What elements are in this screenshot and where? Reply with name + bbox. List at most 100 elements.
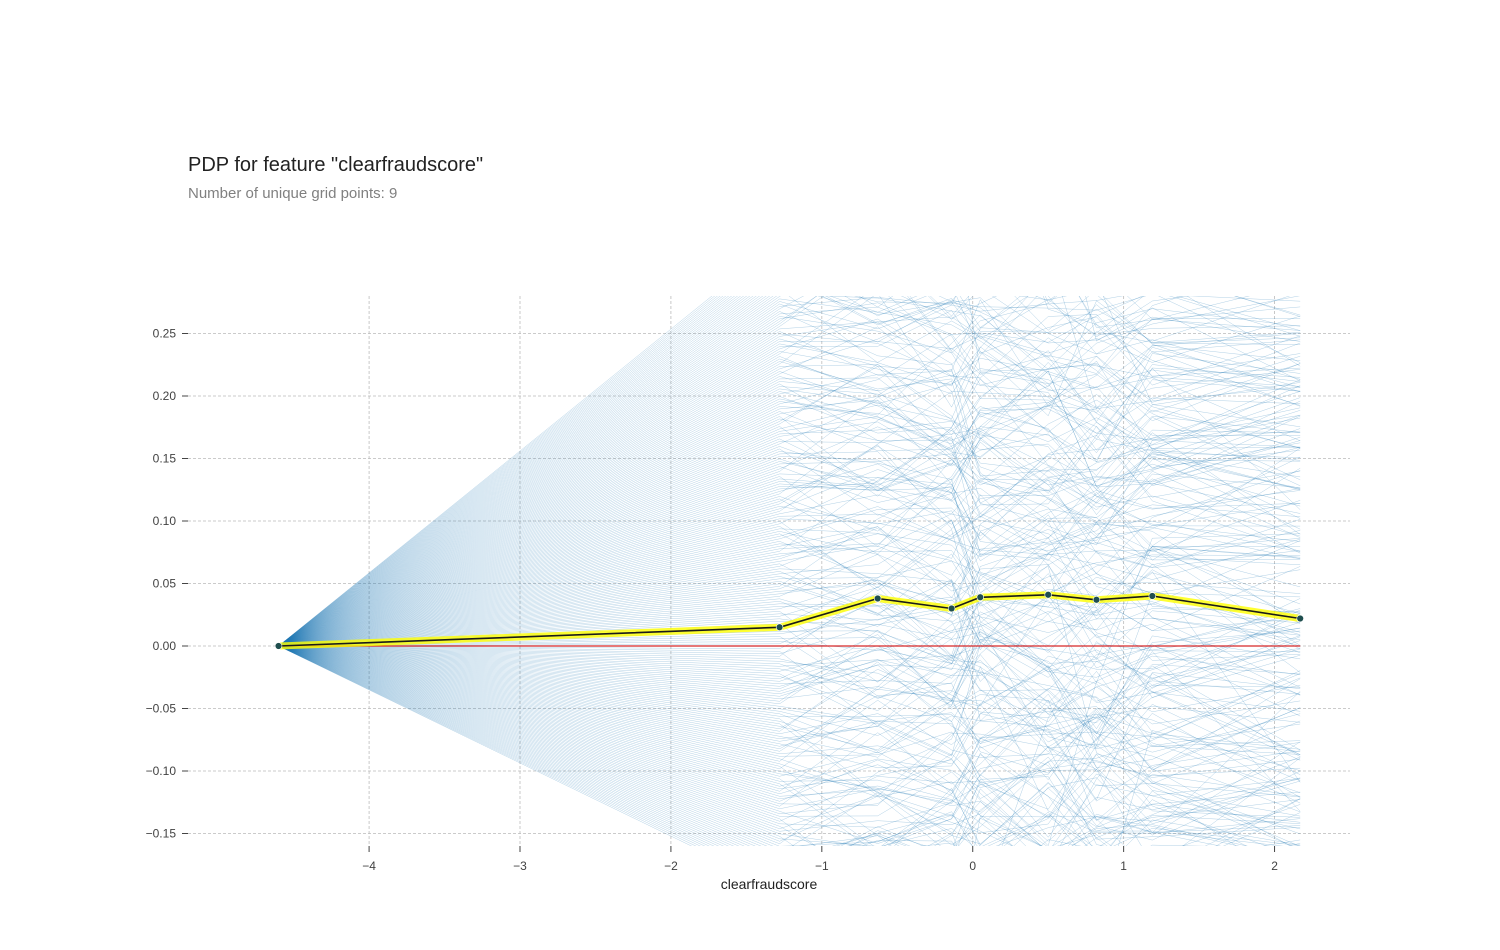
ice-line	[278, 643, 1301, 757]
ice-line	[278, 398, 1301, 647]
ice-line	[278, 296, 1184, 647]
ice-line	[278, 416, 1301, 647]
ice-line	[278, 480, 1301, 647]
ice-line	[278, 386, 1301, 647]
ice-line	[278, 645, 1301, 846]
ice-line	[278, 299, 1301, 647]
pdp-point	[947, 604, 956, 613]
ice-line	[278, 572, 1301, 707]
x-tick-label: 2	[1271, 859, 1278, 873]
ice-line	[278, 378, 1301, 647]
ice-line	[278, 415, 1301, 647]
y-tick-label: −0.15	[146, 827, 177, 841]
x-axis-label: clearfraudscore	[721, 876, 818, 892]
ice-line	[278, 538, 1301, 651]
ice-line	[278, 645, 1301, 846]
ice-line	[278, 491, 1301, 647]
ice-line	[278, 623, 1301, 810]
ice-line	[278, 296, 1301, 647]
ice-line	[278, 645, 1301, 846]
chart-title: PDP for feature "clearfraudscore"	[188, 154, 484, 176]
ice-line	[278, 335, 1301, 647]
ice-line	[278, 296, 1301, 647]
ice-line	[278, 563, 1301, 673]
ice-line	[278, 645, 1301, 841]
ice-line	[278, 333, 1301, 647]
y-tick-label: −0.05	[146, 702, 177, 716]
ice-line	[278, 640, 1301, 749]
ice-line	[278, 645, 1301, 707]
ice-line	[278, 645, 1301, 785]
ice-line	[278, 355, 1301, 647]
ice-line	[278, 364, 1301, 647]
ice-line	[278, 645, 1301, 846]
ice-line	[278, 421, 1301, 647]
ice-line	[278, 390, 1301, 647]
ice-line	[278, 482, 1301, 647]
ice-line	[278, 594, 1301, 698]
ice-line	[278, 586, 1301, 761]
ice-line	[278, 310, 1301, 647]
ice-line	[278, 301, 1301, 647]
ice-line	[278, 296, 1301, 647]
ice-line	[278, 439, 1301, 647]
ice-line	[278, 296, 1291, 647]
ice-line	[278, 381, 1301, 647]
ice-line	[278, 368, 1301, 647]
ice-line	[278, 445, 1301, 647]
ice-line	[278, 623, 1301, 813]
ice-line	[278, 296, 1301, 647]
ice-line	[278, 366, 1301, 647]
ice-line	[278, 296, 1300, 647]
ice-line	[278, 645, 1301, 846]
ice-line	[278, 478, 1301, 664]
ice-line	[278, 645, 1237, 846]
ice-line	[278, 296, 1301, 647]
ice-line	[278, 645, 1301, 846]
ice-line	[278, 645, 1301, 846]
ice-line	[278, 645, 1301, 804]
ice-line	[278, 645, 1301, 753]
ice-line	[278, 629, 1301, 817]
ice-line	[278, 431, 1301, 647]
ice-line	[278, 546, 1301, 647]
ice-line	[278, 635, 1301, 734]
ice-line	[278, 462, 1301, 647]
ice-line	[278, 296, 1301, 647]
ice-line	[278, 436, 1301, 647]
ice-line	[278, 344, 1301, 647]
ice-line	[278, 645, 1301, 846]
ice-line	[278, 621, 1301, 714]
ice-line	[278, 364, 1301, 647]
axes: 0.25 0.20 0.15 0.10 0.05 0.00 −0.05 −0.10 −0.15 −…	[146, 327, 1279, 874]
ice-line	[278, 521, 1301, 647]
ice-line	[278, 645, 1301, 774]
y-tick-label: 0.00	[153, 639, 177, 653]
pdp-series	[274, 591, 1304, 650]
ice-line	[278, 579, 1301, 689]
ice-line	[278, 421, 1301, 647]
ice-line	[278, 400, 1301, 647]
ice-line	[278, 645, 1301, 812]
chart-subtitle: Number of unique grid points: 9	[188, 185, 398, 202]
ice-line	[278, 644, 1268, 846]
ice-line	[278, 434, 1301, 647]
y-tick-label: −0.10	[146, 764, 177, 778]
ice-line	[278, 645, 1301, 753]
ice-line	[278, 540, 1301, 653]
ice-line	[278, 609, 1301, 699]
ice-line	[278, 296, 1301, 647]
ice-line	[278, 645, 1301, 842]
ice-line	[278, 645, 1301, 802]
ice-line	[278, 379, 1301, 647]
ice-line	[278, 528, 1301, 651]
ice-line	[278, 645, 1301, 834]
ice-line	[278, 645, 1301, 834]
x-tick-label: −3	[513, 859, 527, 873]
y-tick-label: 0.15	[153, 452, 177, 466]
ice-line	[278, 506, 1301, 647]
ice-line	[278, 456, 1301, 647]
ice-line	[278, 641, 1301, 717]
ice-line	[278, 296, 1301, 647]
ice-line	[278, 546, 1301, 683]
